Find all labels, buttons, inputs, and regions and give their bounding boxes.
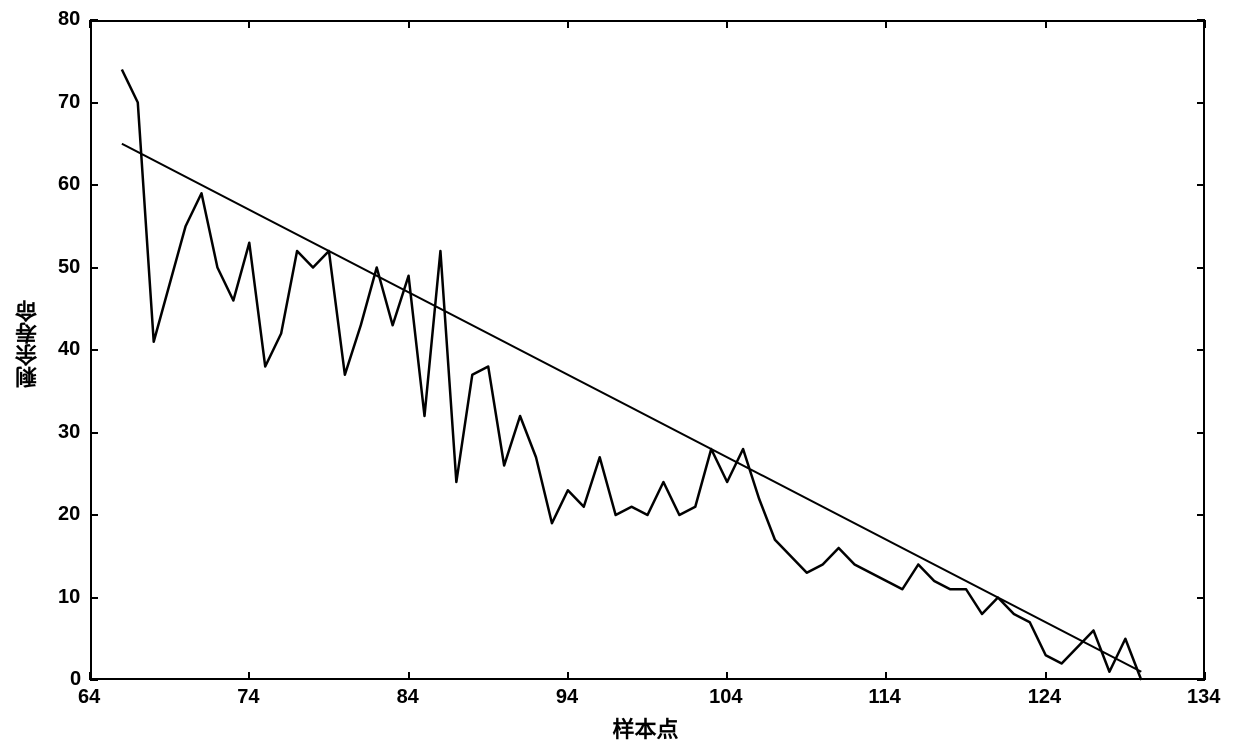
data-lines	[0, 0, 1239, 755]
chart-container: 剩余寿命 样本点 6474849410411412413401020304050…	[0, 0, 1239, 755]
series-trend	[122, 144, 1141, 672]
series-jagged	[122, 70, 1141, 681]
